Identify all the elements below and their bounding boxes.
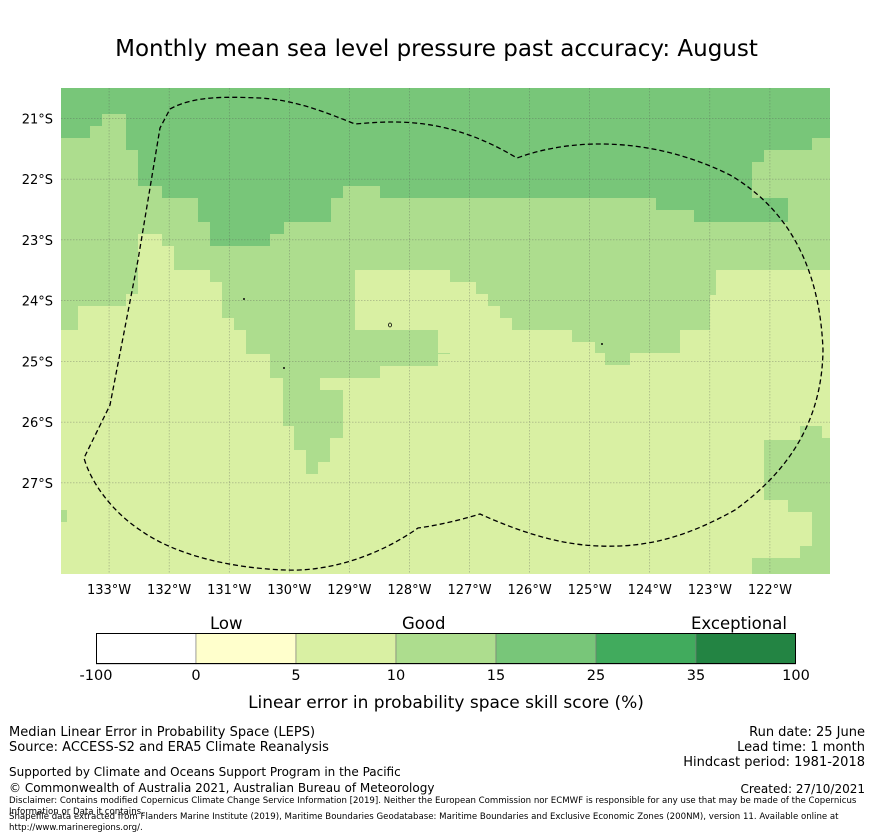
island-marker (282, 366, 285, 369)
latitude-axis: 21°S 22°S 23°S 24°S 25°S 26°S 27°S (22, 112, 53, 492)
lon-tick-label: 126°W (508, 583, 552, 598)
colorbar-segment (595, 633, 697, 665)
colorbar-tick-label: -100 (79, 668, 113, 684)
colorbar-segment (395, 633, 497, 665)
lon-tick-label: 131°W (207, 583, 251, 598)
created-date: Created: 27/10/2021 (740, 782, 865, 796)
map-gridlines (61, 88, 830, 574)
colorbar-tick-label: 35 (686, 668, 706, 684)
category-low: Low (210, 614, 243, 633)
colorbar-tick-label: 25 (586, 668, 606, 684)
copyright-text: © Commonwealth of Australia 2021, Austra… (9, 781, 435, 795)
lon-tick-label: 130°W (267, 583, 311, 598)
colorbar-segment (96, 633, 197, 665)
lon-tick-label: 132°W (147, 583, 191, 598)
colorbar-label: Linear error in probability space skill … (248, 693, 644, 713)
colorbar-segment (695, 633, 796, 665)
colorbar-segment (295, 633, 397, 665)
lat-tick-label: 21°S (22, 112, 53, 127)
lon-tick-label: 133°W (87, 583, 131, 598)
island-marker (242, 297, 245, 300)
category-exceptional: Exceptional (691, 614, 787, 633)
lon-tick-label: 128°W (387, 583, 431, 598)
colorbar-tick-label: 5 (291, 668, 301, 684)
skill-region-exceptional-low (61, 88, 830, 246)
method-text: Median Linear Error in Probability Space… (9, 725, 316, 740)
skill-region-good-high-edge (61, 510, 67, 522)
chart-title: Monthly mean sea level pressure past acc… (115, 36, 758, 62)
shapefile-credit: Shapefile data extracted from Flanders M… (9, 812, 839, 833)
colorbar-tick-label: 10 (386, 668, 406, 684)
colorbar-tick-label: 15 (486, 668, 506, 684)
category-good: Good (402, 614, 446, 633)
eez-boundary (83, 96, 824, 571)
lat-tick-label: 27°S (22, 477, 53, 492)
lat-tick-label: 24°S (22, 295, 53, 310)
disclaimer-text: Disclaimer: Contains modified Copernicus… (9, 796, 857, 817)
run-date: Run date: 25 June (749, 725, 865, 740)
colorbar-segment (195, 633, 297, 665)
lat-tick-label: 22°S (22, 173, 53, 188)
lead-time: Lead time: 1 month (737, 740, 865, 755)
island-marker (601, 342, 604, 345)
lat-tick-label: 23°S (22, 234, 53, 249)
colorbar (96, 633, 796, 665)
lon-tick-label: 124°W (628, 583, 672, 598)
skill-region-good-high-east (752, 426, 830, 574)
lon-tick-label: 125°W (568, 583, 612, 598)
lon-tick-label: 129°W (327, 583, 371, 598)
support-text: Supported by Climate and Oceans Support … (9, 765, 401, 779)
lon-tick-label: 123°W (688, 583, 732, 598)
colorbar-segment (495, 633, 597, 665)
hindcast-period: Hindcast period: 1981-2018 (683, 755, 865, 770)
skill-field (61, 88, 830, 574)
islands (242, 297, 604, 369)
source-text: Source: ACCESS-S2 and ERA5 Climate Reana… (9, 740, 329, 755)
lon-tick-label: 127°W (447, 583, 491, 598)
lon-tick-label: 122°W (748, 583, 792, 598)
lat-tick-label: 25°S (22, 355, 53, 370)
colorbar-tick-label: 100 (782, 668, 810, 684)
skill-map: 21°S22°S23°S24°S25°S26°S27°S 133°W 132°W 1… (22, 88, 830, 598)
skill-region-good-high-west (61, 138, 102, 306)
island-marker (388, 322, 392, 328)
colorbar-tick-label: 0 (191, 668, 201, 684)
longitude-axis: 133°W 132°W 131°W 130°W 129°W 128°W 127°W 126°W… (87, 583, 792, 598)
lat-tick-label: 26°S (22, 416, 53, 431)
